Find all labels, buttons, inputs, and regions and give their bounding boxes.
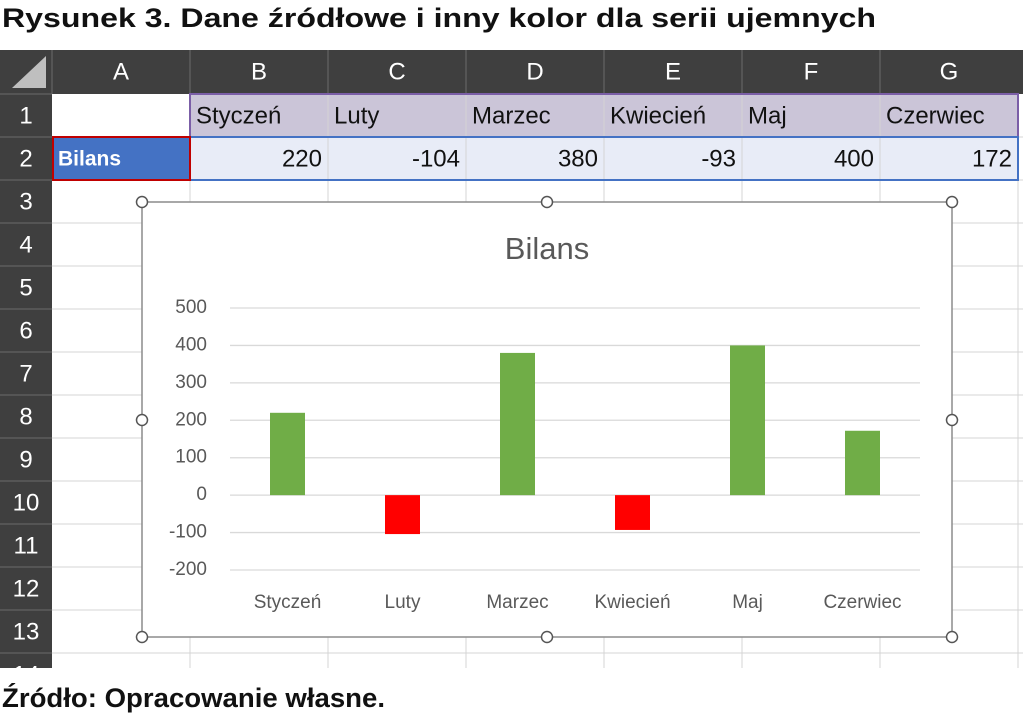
row-header[interactable]: 2 (19, 145, 32, 172)
resize-handle[interactable] (540, 630, 554, 644)
resize-handle[interactable] (540, 195, 554, 209)
cell-text[interactable]: Styczeń (196, 102, 281, 129)
column-header[interactable]: E (665, 58, 681, 85)
column-header[interactable]: F (804, 58, 819, 85)
row-header-bar (0, 50, 52, 668)
column-header[interactable]: A (113, 58, 129, 85)
bar (500, 352, 535, 496)
y-tick-label: 500 (175, 297, 207, 318)
bar (385, 495, 420, 535)
chart-area[interactable] (141, 201, 953, 638)
column-header[interactable]: D (526, 58, 543, 85)
y-tick-label: 200 (175, 409, 207, 430)
y-tick-label: 300 (175, 372, 207, 393)
column-header[interactable]: B (251, 58, 267, 85)
row-header[interactable]: 7 (19, 360, 32, 387)
bar (845, 430, 880, 496)
cell-text[interactable]: Marzec (472, 102, 551, 129)
cell-text[interactable]: 220 (282, 145, 322, 172)
range-border (52, 136, 191, 181)
x-tick-label: Kwiecień (594, 592, 670, 613)
cell-text[interactable]: Czerwiec (886, 102, 985, 129)
source: Źródło: Opracowanie własne. (2, 682, 385, 713)
bar (270, 412, 305, 496)
row-header[interactable]: 10 (13, 489, 40, 516)
row-header[interactable]: 6 (19, 317, 32, 344)
resize-handle[interactable] (945, 630, 959, 644)
cell-text[interactable]: -104 (412, 145, 460, 172)
y-tick-label: 0 (196, 484, 207, 505)
caption: Rysunek 3. Dane źródłowe i inny kolor dl… (2, 3, 876, 33)
cell-text[interactable]: Bilans (58, 148, 121, 171)
cell-text[interactable]: Kwiecień (610, 102, 706, 129)
x-tick-label: Maj (732, 592, 763, 613)
row-header[interactable]: 8 (19, 403, 32, 430)
resize-handle[interactable] (135, 413, 149, 427)
row-header[interactable]: 5 (19, 274, 32, 301)
cell-text[interactable]: 400 (834, 145, 874, 172)
column-header[interactable]: G (940, 58, 959, 85)
resize-handle[interactable] (945, 413, 959, 427)
row-header[interactable]: 4 (19, 231, 32, 258)
x-tick-label: Czerwiec (823, 592, 901, 613)
resize-handle[interactable] (135, 195, 149, 209)
y-tick-label: 100 (175, 447, 207, 468)
row-header[interactable]: 11 (14, 532, 39, 559)
resize-handle[interactable] (135, 630, 149, 644)
cell-text[interactable]: -93 (701, 145, 736, 172)
chart-title: Bilans (505, 231, 589, 266)
row-header[interactable]: 14 (13, 661, 40, 688)
y-tick-label: -100 (169, 522, 207, 543)
selection-fill (52, 137, 190, 180)
cell-text[interactable]: Maj (748, 102, 787, 129)
row-header[interactable]: 12 (13, 575, 40, 602)
row-header[interactable]: 9 (19, 446, 32, 473)
select-all-corner[interactable] (12, 56, 46, 88)
row-header[interactable]: 13 (13, 618, 40, 645)
cell-text[interactable]: 380 (558, 145, 598, 172)
column-header-bar (0, 50, 1023, 94)
x-tick-label: Marzec (486, 592, 548, 613)
row-header[interactable]: 3 (19, 188, 32, 215)
resize-handle[interactable] (945, 195, 959, 209)
cell-text[interactable]: 172 (972, 145, 1012, 172)
chart: Bilans -200 -100 0 100 200 300 400 500 Styczeń Lut… (135, 195, 959, 644)
column-header[interactable]: C (388, 58, 405, 85)
x-tick-label: Styczeń (254, 592, 322, 613)
bar (730, 345, 765, 496)
y-tick-label: 400 (175, 334, 207, 355)
row-header[interactable]: 1 (19, 102, 32, 129)
bar (615, 495, 650, 530)
cell-text[interactable]: Luty (334, 102, 379, 129)
x-tick-label: Luty (385, 592, 421, 613)
y-tick-label: -200 (169, 559, 207, 580)
